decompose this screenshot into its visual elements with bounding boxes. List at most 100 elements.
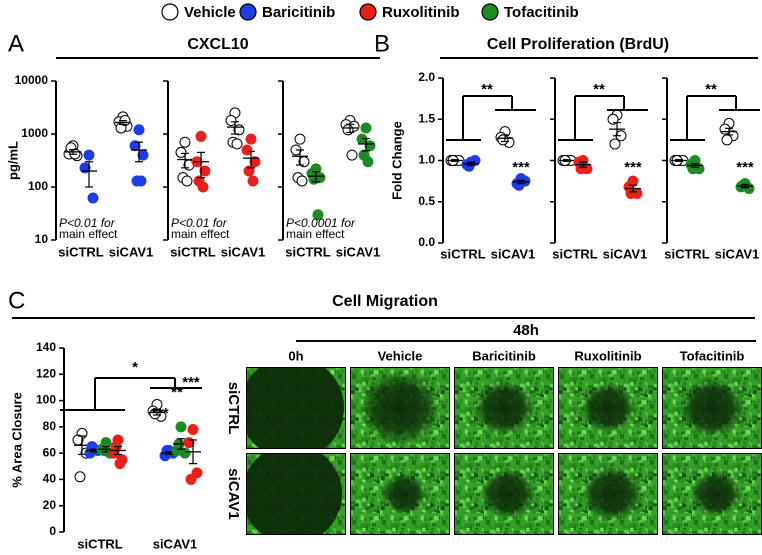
y-tick-label: 0.0 [418,235,435,249]
panel-letter: C [8,287,25,314]
column-label: Vehicle [378,348,423,363]
significance: *** [624,159,642,176]
significance: ** [481,81,493,98]
data-point [247,175,259,187]
data-point [133,124,145,136]
y-tick-label: 0 [49,524,56,538]
tile-border [246,453,346,535]
panel-title: Cell Proliferation (BrdU) [487,36,669,53]
y-tick-label: 40 [43,472,57,486]
x-tick-label: siCTRL [285,244,331,259]
x-tick-label: siCTRL [170,244,216,259]
x-tick-label: siCAV1 [491,246,536,261]
data-point [79,162,91,174]
data-point [175,421,187,433]
significance: ** [593,81,605,98]
data-point [241,144,253,156]
data-point [181,175,193,187]
data-point [609,138,621,150]
data-point [129,140,141,152]
annotation: P<0.0001 for [286,216,356,230]
y-axis-label: pg/mL [5,141,20,180]
data-point [83,149,95,161]
wound-area [360,371,440,445]
column-label: 0h [288,348,303,363]
data-point [135,175,147,187]
data-point [87,192,99,204]
significance: *** [151,405,169,422]
x-tick-label: siCAV1 [221,244,266,259]
x-tick-label: siCAV1 [715,246,760,261]
wound-area [474,380,534,436]
y-tick-label: 60 [43,445,57,459]
data-point [721,134,733,146]
significance: *** [512,159,530,176]
row-label: siCAV1 [225,468,242,519]
wound-area [381,473,427,515]
tile-border [350,453,450,535]
legend-marker [239,3,257,21]
micrograph [662,453,762,535]
micrograph [350,367,450,449]
legend-marker [481,3,499,21]
data-point [737,179,749,191]
panel-letter: B [374,30,390,57]
data-point [625,188,637,199]
panel-letter: A [8,30,24,57]
significance: ** [705,81,717,98]
micrograph [558,453,658,535]
wound-area [691,471,741,517]
tile-border [246,367,346,449]
panel-title: CXCL10 [187,36,248,53]
data-point [245,133,257,145]
y-tick-label: 120 [36,366,56,380]
data-point [179,447,191,459]
data-point [463,160,475,172]
significance: *** [182,374,200,391]
data-point [607,113,619,125]
wound-area [246,453,342,535]
tile-border [558,453,658,535]
y-tick-label: 0.5 [418,194,435,208]
data-point [175,146,187,158]
y-tick-label: 10000 [15,73,49,87]
x-tick-label: siCAV1 [153,536,198,551]
data-point [185,473,197,485]
data-point [346,149,358,161]
legend-label: Vehicle [184,4,236,21]
data-point [342,124,354,136]
data-point [249,156,261,168]
micrograph [454,367,554,449]
data-point [114,458,126,470]
wound-area [582,466,642,522]
annotation: main effect [171,227,230,241]
wound-area [580,382,636,434]
data-point [497,134,509,146]
data-point [199,165,211,177]
tile-border [350,367,450,449]
y-axis-label: % Area Closure [9,392,24,488]
micrograph [350,453,450,535]
x-tick-label: siCAV1 [109,244,154,259]
micrograph [246,453,346,535]
y-tick-label: 1000 [21,126,48,140]
data-point [74,471,86,483]
panel-title: Cell Migration [332,293,438,310]
y-tick-label: 20 [43,498,57,512]
tile-border [454,453,554,535]
annotation: P<0.01 for [171,216,228,230]
significance: * [132,359,138,376]
column-label: Tofacitinib [680,348,745,363]
x-tick-label: siCTRL [552,246,598,261]
y-tick-label: 2.0 [418,70,435,84]
row-label: siCTRL [225,382,242,435]
y-tick-label: 10 [35,232,49,246]
x-tick-label: siCTRL [440,246,486,261]
data-point [195,130,207,142]
legend-label: Tofacitinib [504,4,579,21]
wound-area [679,378,745,438]
x-tick-label: siCTRL [77,536,123,551]
micrograph [246,367,346,449]
y-tick-label: 1.5 [418,111,435,125]
